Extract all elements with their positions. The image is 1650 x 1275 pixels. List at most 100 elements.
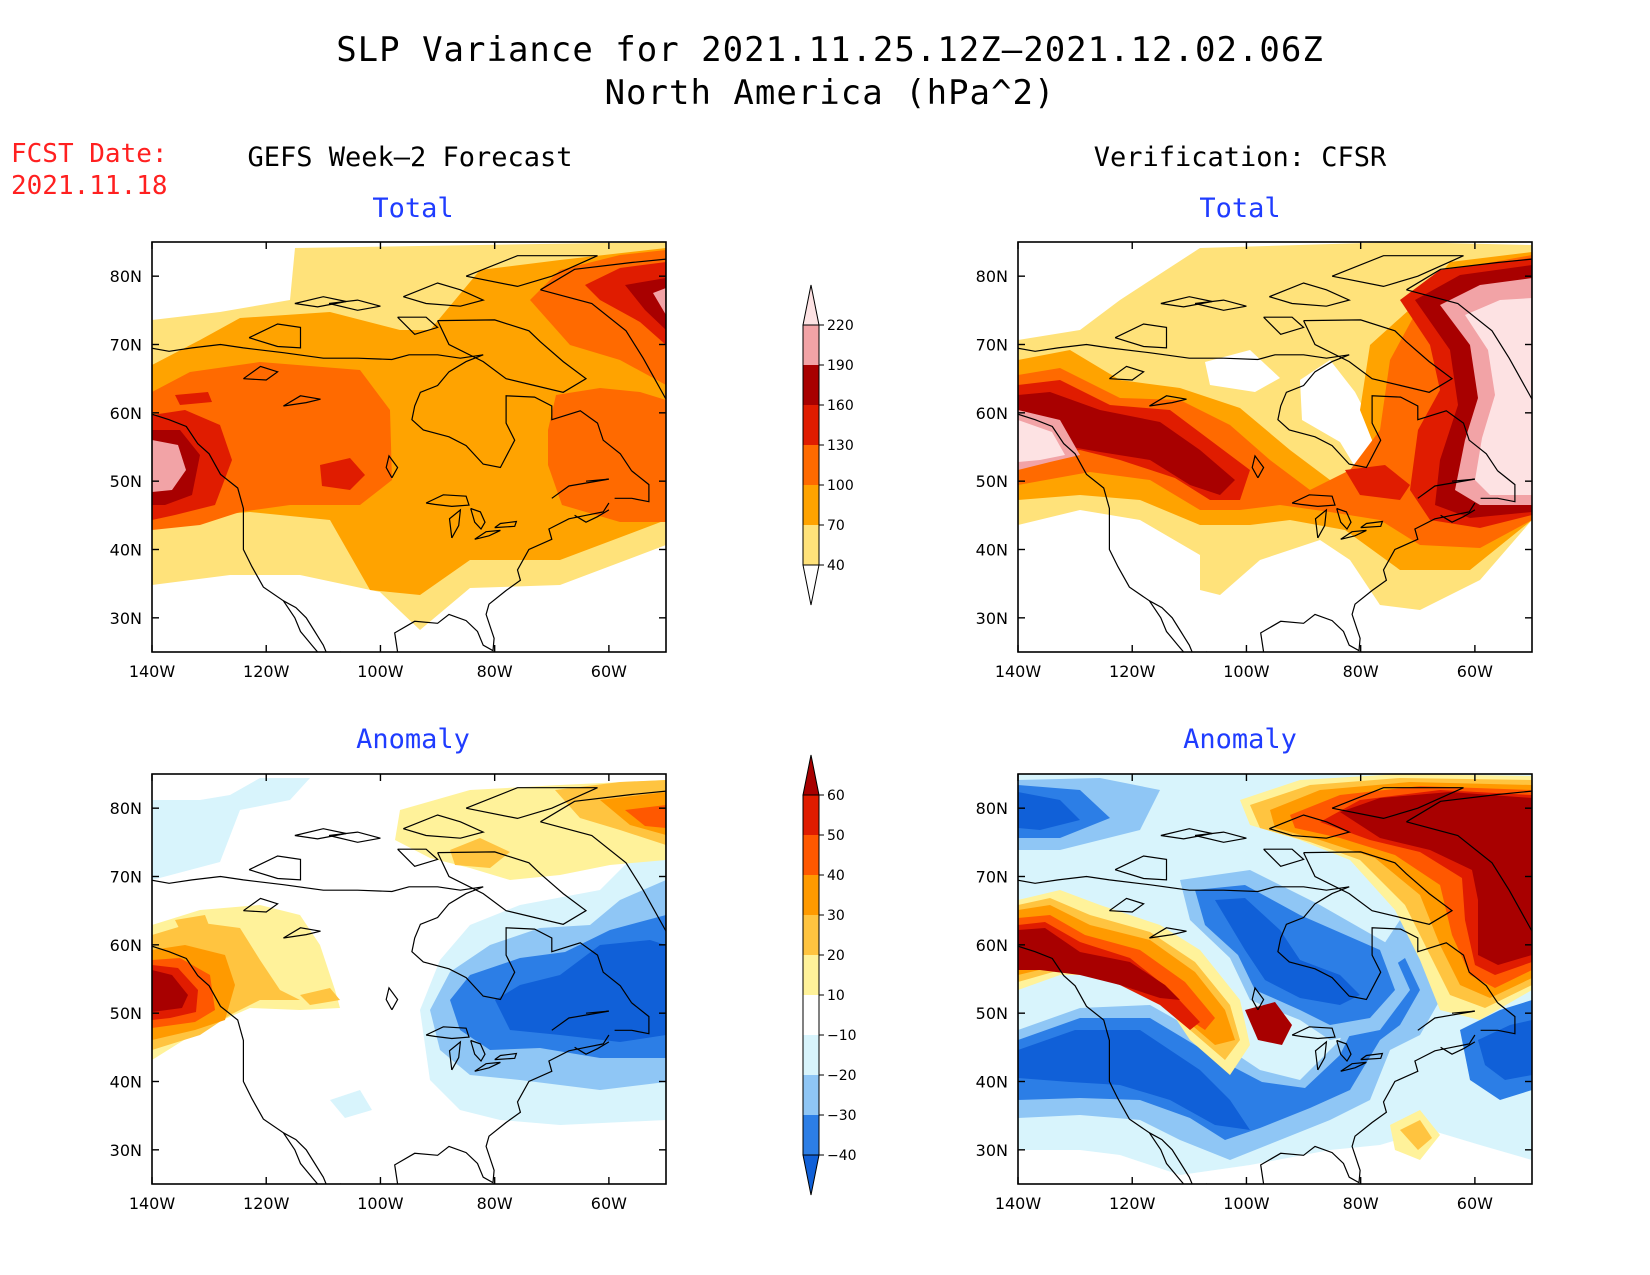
coastline: [1480, 1002, 1516, 1035]
map-frame: [1017, 241, 1533, 653]
lat-tick-label: 30N: [110, 609, 142, 628]
coastline: [283, 395, 321, 407]
colorbar-label: −30: [827, 1108, 857, 1124]
colorbar-label: 100: [827, 478, 854, 494]
map-forecast-anomaly: [152, 774, 666, 1184]
colorbar-end-low: [802, 1154, 820, 1196]
coastline: [403, 282, 485, 307]
coastline: [494, 520, 518, 529]
colorbar-label: −20: [827, 1068, 857, 1084]
coastline-panel-2: [1018, 255, 1532, 652]
coastline: [1260, 502, 1476, 652]
coastline: [403, 814, 485, 839]
panel-subtitle-forecast-anomaly: Anomaly: [356, 724, 470, 755]
coastline: [1018, 343, 1350, 361]
lon-tick-label: 80W: [1343, 1194, 1379, 1213]
coastline-panel-1: [152, 255, 666, 652]
coastline: [1194, 831, 1247, 843]
coastline: [294, 296, 347, 308]
coastline: [385, 986, 399, 1011]
coastline: [1331, 255, 1464, 288]
coastline: [1406, 790, 1532, 933]
coastline: [1440, 1041, 1476, 1055]
coastline: [1149, 1132, 1193, 1184]
lat-tick-label: 50N: [110, 472, 142, 491]
coastline: [614, 470, 650, 503]
colorbar-end-high: [802, 284, 820, 326]
lon-tick-label: 60W: [591, 1194, 627, 1213]
coastline: [1149, 600, 1193, 652]
coastline: [425, 1026, 470, 1040]
coastline: [425, 494, 470, 508]
coastline: [465, 255, 598, 288]
coastline: [470, 1039, 486, 1062]
coastline: [551, 478, 610, 499]
lat-tick-label: 70N: [110, 336, 142, 355]
colorbar-label: 160: [827, 398, 854, 414]
coastline: [1417, 478, 1476, 499]
lat-tick-label: 60N: [976, 936, 1008, 955]
coastline: [474, 529, 501, 540]
coastline: [1263, 316, 1305, 335]
coastline: [1263, 848, 1305, 867]
coastline: [1277, 354, 1499, 472]
coastline: [1336, 507, 1352, 530]
coastline: [551, 1010, 610, 1031]
colorbar-cell: [803, 955, 819, 995]
coastline: [1204, 651, 1224, 652]
fcst-date-value: 2021.11.18: [11, 171, 168, 201]
coastline: [152, 343, 484, 361]
lat-tick-label: 30N: [976, 1141, 1008, 1160]
colorbar-end-low: [802, 564, 820, 606]
map-verification-anomaly: [1018, 774, 1532, 1184]
lon-tick-label: 120W: [1109, 662, 1156, 681]
map-forecast-total: [152, 242, 666, 652]
map-frame: [1017, 773, 1533, 1185]
lat-tick-label: 80N: [110, 799, 142, 818]
coastline: [328, 299, 381, 311]
coastline: [1160, 828, 1213, 840]
lat-tick-label: 40N: [110, 541, 142, 560]
lon-tick-label: 120W: [1109, 1194, 1156, 1213]
coastline: [385, 454, 399, 479]
coastline: [1114, 323, 1168, 349]
coastline: [1303, 851, 1454, 925]
coastline: [1417, 1010, 1476, 1031]
coastline: [1406, 258, 1532, 401]
colorbar-cell: [803, 365, 819, 405]
coastline: [1114, 855, 1168, 881]
coastline: [448, 508, 462, 539]
coastline: [394, 1034, 610, 1184]
coastline: [1440, 509, 1476, 523]
lon-tick-label: 140W: [995, 1194, 1042, 1213]
colorbar-label: 70: [827, 518, 845, 534]
coastline-panel-4: [1018, 787, 1532, 1184]
coastline: [394, 502, 610, 652]
fcst-date-label: FCST Date:: [11, 139, 168, 169]
coastline: [283, 600, 327, 652]
lat-tick-label: 30N: [976, 609, 1008, 628]
colorbar-label: 40: [827, 868, 845, 884]
coastline: [574, 1041, 610, 1055]
colorbar-label: 190: [827, 358, 854, 374]
colorbar-cell: [803, 1115, 819, 1155]
coastline: [1331, 787, 1464, 820]
coastline: [614, 1002, 650, 1035]
colorbar-label: 220: [827, 318, 854, 334]
coastline: [470, 507, 486, 530]
colorbar-total: 40 70 100 130 160 190 220: [802, 284, 854, 606]
colorbar-label: −40: [827, 1148, 857, 1164]
coastline: [1314, 1040, 1328, 1071]
colorbar-cell: [803, 445, 819, 485]
coastline: [1480, 470, 1516, 503]
map-verification-total: [1018, 242, 1532, 652]
coastline: [1149, 395, 1187, 407]
colorbar-frame: [802, 794, 820, 1156]
coastline: [1194, 299, 1247, 311]
coastline: [1160, 296, 1213, 308]
axes-layer: 140W 120W 100W 80W 60W 30N 40N 50N 60N 70N 80N 140W…: [110, 241, 1533, 1213]
colorbar-cell: [803, 795, 819, 835]
colorbar-cell: [803, 405, 819, 445]
lat-tick-label: 60N: [976, 404, 1008, 423]
lat-tick-label: 70N: [110, 868, 142, 887]
